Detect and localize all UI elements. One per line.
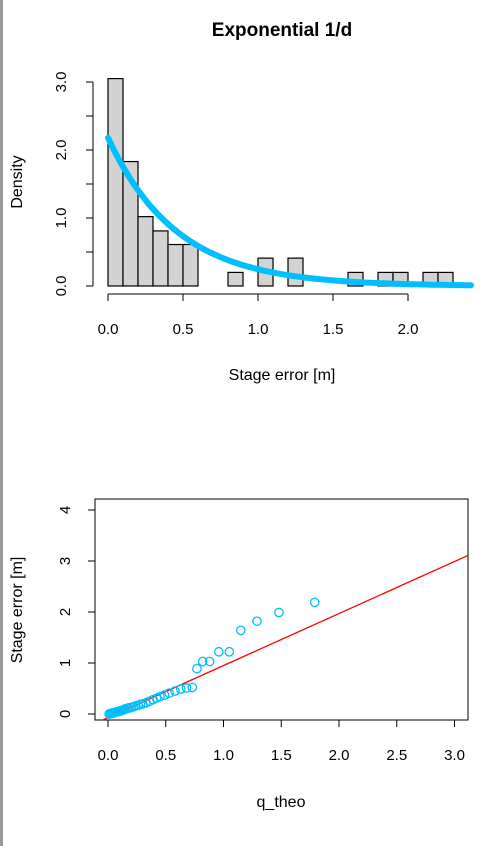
qq-x-tick-label: 2.5 bbox=[386, 747, 407, 764]
qq-x-tick-label: 0.0 bbox=[98, 747, 119, 764]
histogram-x-axis: 0.0 0.5 1.0 1.5 2.0 bbox=[98, 293, 419, 338]
histogram-panel: Exponential 1/d 0.0 0.5 1.0 1.5 2.0 0.0 1.0 2.… bbox=[9, 20, 474, 384]
qq-x-tick-label: 1.5 bbox=[271, 747, 292, 764]
qq-y-tick-label: 3 bbox=[57, 557, 74, 565]
qq-point bbox=[159, 690, 170, 700]
histogram-x-tick-label: 0.5 bbox=[173, 321, 194, 338]
qq-x-tick-label: 2.0 bbox=[329, 747, 350, 764]
histogram-bar bbox=[227, 271, 244, 287]
qq-x-axis-label: q_theo bbox=[257, 794, 306, 811]
qq-y-tick-label: 2 bbox=[57, 608, 74, 616]
qq-plot-panel: 0.0 0.5 1.0 1.5 2.0 2.5 3.0 0 1 2 3 4 q_theo Stage… bbox=[9, 498, 469, 811]
qq-x-axis: 0.0 0.5 1.0 1.5 2.0 2.5 3.0 bbox=[98, 719, 465, 764]
qq-point bbox=[170, 686, 180, 696]
histogram-y-tick-label: 1.0 bbox=[53, 208, 70, 229]
qq-point bbox=[164, 688, 175, 698]
qq-y-tick-label: 4 bbox=[57, 506, 74, 514]
histogram-y-axis: 0.0 1.0 2.0 3.0 bbox=[53, 72, 94, 297]
histogram-title: Exponential 1/d bbox=[212, 20, 352, 41]
qq-y-axis-label: Stage error [m] bbox=[9, 557, 26, 664]
histogram-x-tick-label: 1.5 bbox=[323, 321, 344, 338]
qq-point bbox=[187, 682, 198, 693]
qq-point bbox=[181, 683, 192, 693]
qq-point bbox=[252, 616, 262, 627]
qq-y-axis: 0 1 2 3 4 bbox=[57, 506, 96, 718]
qq-point bbox=[309, 597, 320, 608]
qq-points bbox=[104, 597, 320, 719]
qq-point bbox=[214, 646, 224, 657]
qq-point bbox=[197, 656, 208, 667]
histogram-x-tick-label: 2.0 bbox=[398, 321, 419, 338]
qq-point bbox=[274, 607, 284, 618]
histogram-x-tick-label: 1.0 bbox=[248, 321, 269, 338]
histogram-y-axis-label: Density bbox=[9, 155, 26, 208]
histogram-y-tick-label: 0.0 bbox=[53, 276, 70, 297]
qq-y-tick-label: 0 bbox=[57, 710, 74, 718]
qq-point bbox=[175, 684, 186, 694]
qq-point bbox=[155, 691, 165, 702]
qq-x-tick-label: 0.5 bbox=[155, 747, 176, 764]
histogram-x-axis-label: Stage error [m] bbox=[229, 367, 336, 384]
window-left-border bbox=[0, 0, 3, 846]
histogram-bar bbox=[107, 77, 124, 287]
histogram-bar bbox=[152, 230, 169, 287]
histogram-bar bbox=[137, 216, 154, 287]
qq-y-tick-label: 1 bbox=[57, 659, 74, 667]
histogram-bar bbox=[182, 243, 199, 287]
histogram-y-tick-label: 3.0 bbox=[53, 72, 70, 93]
qq-point bbox=[224, 646, 235, 657]
qq-point bbox=[192, 663, 202, 674]
histogram-bar bbox=[167, 243, 184, 287]
histogram-bar bbox=[287, 257, 304, 287]
qq-point bbox=[235, 625, 246, 636]
exponential-density-curve bbox=[105, 134, 474, 289]
histogram-y-tick-label: 2.0 bbox=[53, 140, 70, 161]
qq-point bbox=[204, 656, 215, 667]
histogram-x-tick-label: 0.0 bbox=[98, 321, 119, 338]
qq-x-tick-label: 3.0 bbox=[444, 747, 465, 764]
histogram-bars bbox=[107, 77, 454, 287]
qq-x-tick-label: 1.0 bbox=[213, 747, 234, 764]
qq-reference-line bbox=[101, 554, 468, 720]
